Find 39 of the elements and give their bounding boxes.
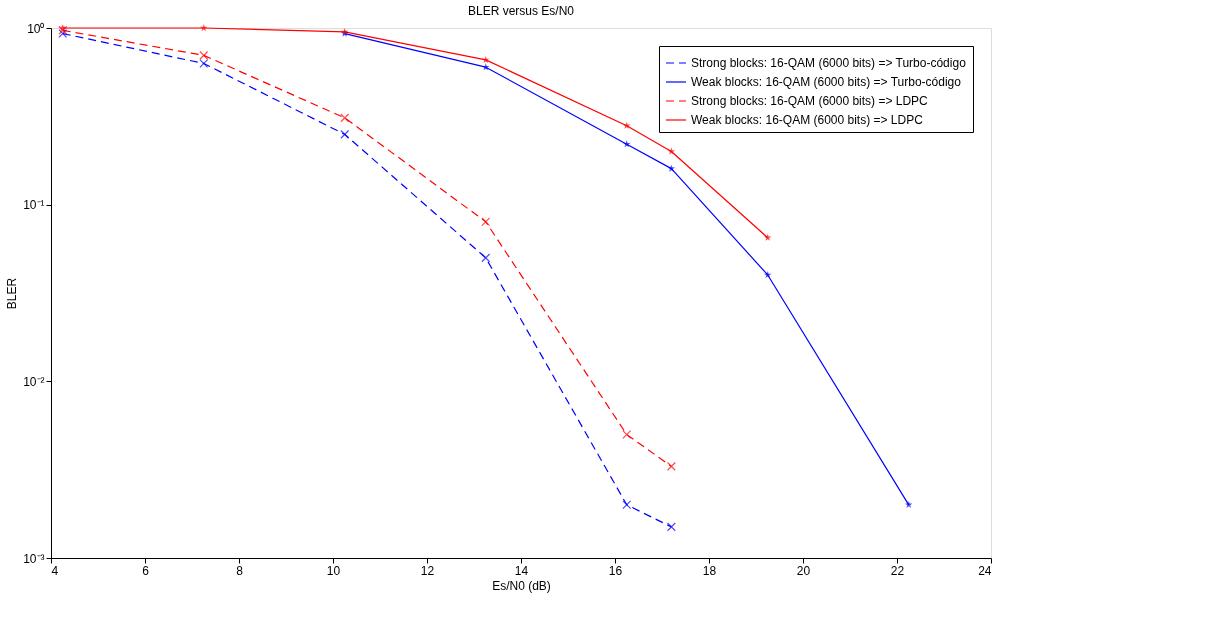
legend-label: Strong blocks: 16-QAM (6000 bits) => Turbo-código xyxy=(691,56,967,70)
y-tick-label: 10⁻¹ xyxy=(23,198,45,213)
x-tick-label: 6 xyxy=(142,563,150,578)
x-tick-label: 22 xyxy=(890,563,905,578)
legend-label: Strong blocks: 16-QAM (6000 bits) => LDPC xyxy=(691,94,929,108)
y-tick-label: 10⁻³ xyxy=(23,551,45,566)
point xyxy=(340,129,350,139)
point xyxy=(622,500,632,510)
x-tick-label: 16 xyxy=(608,563,623,578)
point xyxy=(764,233,772,241)
legend-label: Weak blocks: 16-QAM (6000 bits) => LDPC xyxy=(691,113,924,127)
x-tick-label: 20 xyxy=(796,563,811,578)
x-tick-label: 4 xyxy=(51,563,59,578)
point xyxy=(199,50,209,60)
point xyxy=(58,29,68,39)
x-tick-label: 24 xyxy=(978,563,992,578)
point xyxy=(199,58,209,68)
point xyxy=(623,121,631,129)
point xyxy=(340,113,350,123)
point xyxy=(481,217,491,227)
x-tick-label: 12 xyxy=(420,563,435,578)
y-tick-label: 10⁻² xyxy=(23,374,45,389)
x-tick-label: 8 xyxy=(236,563,244,578)
x-tick-label: 18 xyxy=(702,563,717,578)
x-axis-title: Es/N0 (dB) xyxy=(492,578,551,593)
point xyxy=(482,63,490,71)
point xyxy=(622,430,632,439)
x-tick-label: 14 xyxy=(514,563,529,578)
x-tick-label: 10 xyxy=(326,563,341,578)
point xyxy=(666,461,676,471)
chart-title: BLER versus Es/N0 xyxy=(467,4,575,18)
legend-label: Weak blocks: 16-QAM (6000 bits) => Turbo-código xyxy=(691,75,962,89)
y-tick-label: 10⁰ xyxy=(27,21,45,36)
point xyxy=(481,253,491,263)
y-axis-title: BLER xyxy=(5,277,20,310)
point xyxy=(667,147,676,155)
point xyxy=(623,140,631,148)
point xyxy=(667,164,676,172)
point xyxy=(666,522,676,532)
